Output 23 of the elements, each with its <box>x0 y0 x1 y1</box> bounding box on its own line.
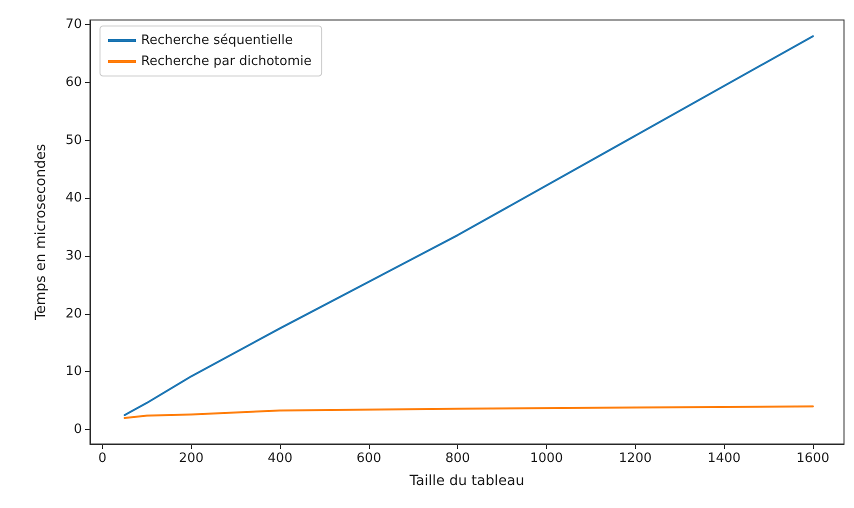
y-tick-label: 70 <box>65 17 82 32</box>
y-tick-label: 40 <box>65 190 82 206</box>
line-series <box>124 405 814 419</box>
legend-label: Recherche par dichotomie <box>141 54 312 69</box>
line-series <box>124 35 814 416</box>
y-tick-label: 0 <box>74 422 82 438</box>
x-tick-label: 0 <box>98 451 107 466</box>
x-axis-title: Taille du tableau <box>408 473 524 489</box>
y-tick-label: 10 <box>65 364 82 380</box>
x-tick-label: 1200 <box>618 451 652 466</box>
y-tick-label: 50 <box>65 132 82 148</box>
x-tick-label: 400 <box>268 451 292 466</box>
y-axis-title: Temps en microsecondes <box>33 144 49 322</box>
x-tick-label: 1400 <box>708 451 741 466</box>
y-tick-label: 20 <box>65 306 82 322</box>
legend-label: Recherche séquentielle <box>141 33 293 48</box>
x-tick-label: 800 <box>445 451 470 466</box>
x-tick-label: 1600 <box>796 451 830 466</box>
x-tick-label: 1000 <box>530 451 564 466</box>
y-tick-label: 30 <box>65 248 82 264</box>
y-tick-label: 60 <box>65 74 82 90</box>
x-tick-label: 200 <box>178 451 204 466</box>
x-tick-label: 600 <box>356 451 382 466</box>
